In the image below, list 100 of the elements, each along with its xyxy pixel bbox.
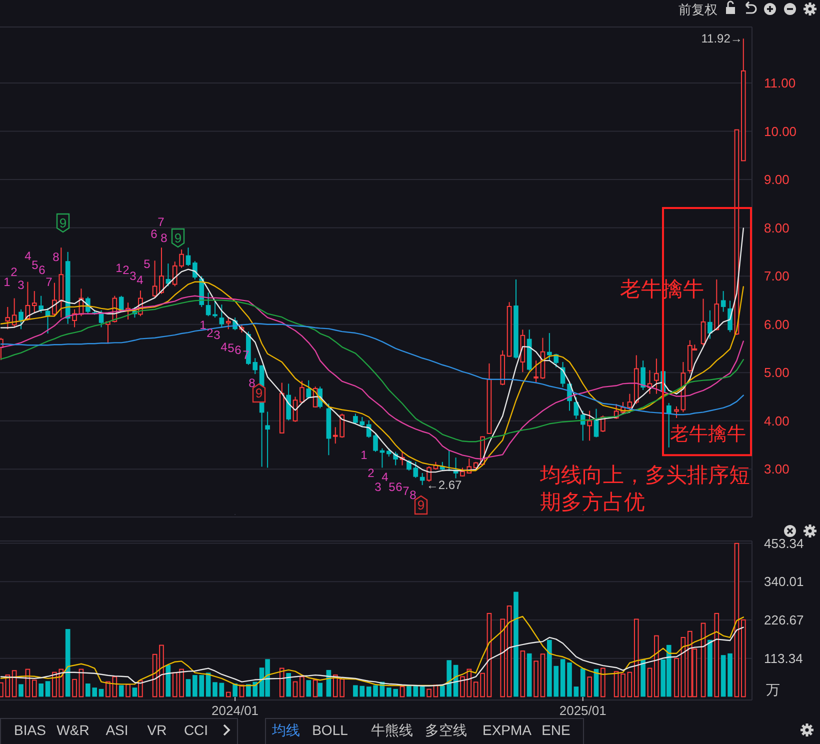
annotation: 3: [374, 480, 382, 494]
annotation: 1: [4, 275, 11, 289]
bar: [318, 682, 323, 697]
annotation: 3: [214, 328, 221, 342]
bar: [526, 653, 532, 697]
bar: [312, 680, 318, 698]
annotation: 9: [255, 386, 263, 400]
bar: [286, 673, 291, 697]
annotation: 老牛擒牛: [670, 424, 746, 445]
candlestick: [420, 472, 425, 486]
bar: [98, 688, 104, 697]
text: W&R: [56, 722, 90, 738]
candlestick: [159, 247, 164, 294]
annotation: 2: [368, 466, 375, 480]
text: 多空线: [425, 722, 467, 738]
bar: [159, 644, 164, 698]
text: BIAS: [14, 722, 46, 738]
annotation: 6: [38, 263, 46, 277]
annotation: 2: [206, 326, 214, 340]
annotation: 1: [116, 261, 123, 275]
y-tick-label: 7.00: [764, 268, 790, 284]
y-axis-title: 万: [766, 682, 780, 698]
bar: [587, 676, 592, 698]
y-tick-label: 226.67: [764, 612, 804, 628]
annotation: 7: [46, 275, 53, 289]
text: CCI: [184, 722, 208, 738]
line-series: [0, 626, 744, 686]
bar: [734, 542, 740, 698]
y-tick-label: 6.00: [764, 316, 790, 332]
annotation: 9: [174, 230, 182, 246]
annotation: 8: [248, 376, 256, 390]
candlestick: [152, 260, 158, 298]
bar: [279, 668, 284, 698]
bar: [714, 612, 720, 698]
bar: [708, 640, 712, 697]
bar: [560, 659, 566, 697]
bar: [500, 618, 506, 698]
bar: [212, 682, 218, 697]
bar: [366, 686, 372, 697]
bar: [72, 678, 77, 698]
annotation: 3: [130, 269, 137, 283]
candlestick: [186, 247, 191, 266]
bar: [106, 681, 110, 698]
bar: [460, 676, 465, 698]
y-tick-label: 340.01: [764, 574, 804, 590]
bar: [520, 650, 526, 698]
bar: [186, 679, 191, 697]
bar: [18, 684, 24, 697]
candlestick: [265, 411, 270, 468]
bar: [126, 684, 130, 698]
x-tick-label: 2024/01: [212, 703, 259, 718]
candlestick: [700, 298, 706, 346]
bar: [720, 655, 726, 697]
text: 均线: [271, 722, 300, 738]
bar: [132, 688, 138, 697]
annotation: 5: [32, 258, 39, 272]
candlestick: [426, 466, 432, 482]
annotation: 5: [144, 257, 151, 271]
bar: [420, 686, 425, 697]
annotation: 9: [59, 216, 67, 230]
text: 牛熊线: [371, 722, 413, 738]
bar: [700, 622, 706, 698]
y-tick-label: 8.00: [764, 220, 790, 236]
annotation: 4: [220, 340, 228, 354]
y-tick-label: 453.34: [764, 536, 804, 551]
bar: [534, 660, 538, 698]
bar: [219, 682, 224, 697]
candlestick: [674, 406, 679, 418]
bar: [514, 592, 518, 697]
candlestick: [720, 290, 726, 312]
bar: [232, 684, 238, 697]
bar: [627, 672, 632, 698]
candlestick: [373, 432, 378, 452]
text: EXPMA: [482, 722, 532, 738]
annotation: 11.92→: [701, 32, 742, 46]
bar: [620, 674, 626, 698]
bar: [138, 680, 143, 698]
candlestick: [32, 290, 37, 314]
annotation: 6: [150, 227, 158, 241]
candlestick: [38, 295, 44, 314]
bar: [65, 629, 70, 697]
candlestick: [226, 317, 231, 330]
candlestick: [666, 402, 672, 448]
annotation: 6: [396, 480, 403, 494]
candlestick: [5, 306, 10, 330]
bar: [306, 680, 312, 697]
candlestick: [18, 308, 24, 330]
annotation: 4: [136, 273, 144, 287]
annotation: 7: [158, 215, 165, 229]
bar: [506, 606, 512, 698]
text: BOLL: [312, 722, 348, 738]
bar: [740, 619, 746, 698]
bar: [118, 685, 124, 697]
bar: [300, 676, 304, 698]
y-tick-label: 10.00: [764, 124, 797, 139]
y-tick-label: 5.00: [764, 365, 790, 380]
bar: [600, 668, 606, 698]
candlestick: [654, 358, 659, 394]
bar: [647, 668, 652, 698]
annotation: 1: [200, 318, 207, 332]
